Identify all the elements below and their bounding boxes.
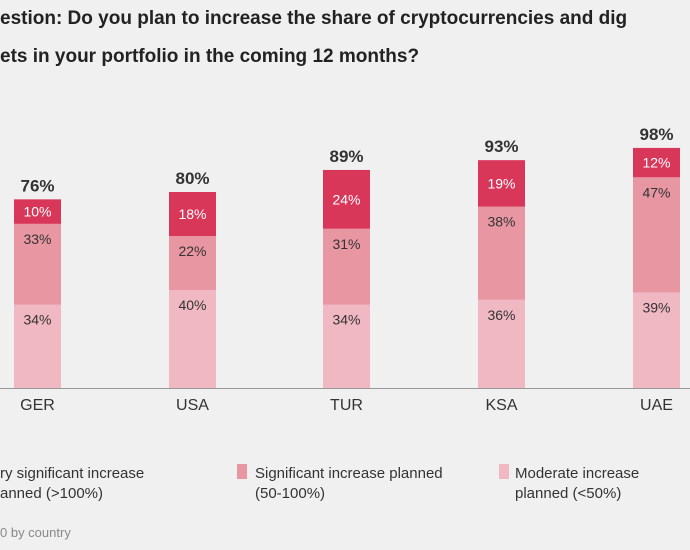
- total-label: 80%: [175, 169, 209, 188]
- legend-swatch-significant: [237, 464, 247, 479]
- segment-label: 39%: [642, 299, 670, 315]
- legend-item-significant: Significant increase planned (50-100%): [255, 464, 443, 504]
- total-label: 93%: [484, 137, 518, 156]
- legend-item-moderate: Moderate increase planned (<50%): [515, 464, 639, 504]
- legend-label: planned (<50%): [515, 485, 622, 502]
- total-label: 76%: [20, 176, 54, 195]
- chart-title-line-2: ets in your portfolio in the coming 12 m…: [0, 46, 420, 67]
- segment-label: 33%: [23, 231, 51, 247]
- bar-segment: [478, 206, 525, 300]
- segment-label: 47%: [642, 184, 670, 200]
- segment-label: 22%: [178, 243, 206, 259]
- bar-segment: [478, 160, 525, 207]
- bar-segment: [633, 177, 680, 293]
- segment-label: 19%: [487, 175, 515, 191]
- bar-segment: [633, 147, 680, 178]
- footnote: 0 by country: [0, 525, 71, 540]
- bar-segment: [14, 304, 61, 388]
- bar-segment: [169, 192, 216, 237]
- segment-label: 40%: [178, 297, 206, 313]
- stacked-bar-chart: 34% 33% 10% 76% GER 40% 22% 18% 80% USA 34% 31% 24% 8…: [0, 125, 690, 414]
- segment-label: 34%: [23, 312, 51, 328]
- bar-segment: [14, 223, 61, 305]
- bar-segment: [323, 228, 370, 305]
- category-label: GER: [20, 397, 55, 414]
- total-label: 89%: [329, 147, 363, 166]
- legend-label: (50-100%): [255, 485, 326, 502]
- legend-item-very-significant: ry significant increase anned (>100%): [0, 464, 144, 504]
- segment-label: 38%: [487, 214, 515, 230]
- legend-swatch-moderate: [499, 464, 509, 479]
- segment-label: 10%: [23, 204, 51, 220]
- segment-label: 34%: [332, 312, 360, 328]
- category-label: KSA: [485, 397, 517, 414]
- bar-segment: [633, 292, 680, 388]
- legend-label: anned (>100%): [0, 485, 103, 502]
- legend-label: ry significant increase: [0, 465, 145, 482]
- category-label: TUR: [330, 397, 363, 414]
- bar-segment: [478, 299, 525, 388]
- bar-segment: [323, 304, 370, 388]
- bar-segment: [14, 199, 61, 224]
- legend-label: Significant increase planned: [255, 465, 443, 482]
- category-label: USA: [176, 397, 209, 414]
- total-label: 98%: [639, 125, 673, 144]
- bar-segment: [169, 290, 216, 388]
- segment-label: 24%: [332, 191, 360, 207]
- segment-label: 31%: [332, 236, 360, 252]
- bar-segment: [169, 236, 216, 290]
- bar-segment: [323, 169, 370, 229]
- segment-label: 12%: [642, 155, 670, 171]
- segment-label: 18%: [178, 206, 206, 222]
- category-label: UAE: [640, 397, 673, 414]
- legend-label: Moderate increase: [515, 465, 640, 482]
- chart-title-line-1: estion: Do you plan to increase the shar…: [0, 8, 628, 29]
- segment-label: 36%: [487, 307, 515, 323]
